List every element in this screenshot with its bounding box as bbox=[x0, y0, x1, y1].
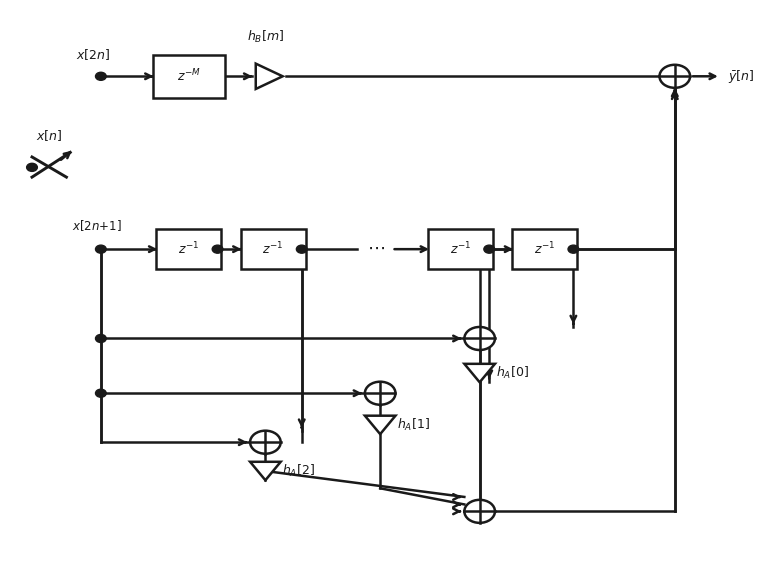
Text: $z^{-M}$: $z^{-M}$ bbox=[177, 68, 200, 85]
Circle shape bbox=[465, 327, 495, 350]
FancyBboxPatch shape bbox=[512, 229, 578, 269]
Text: $\cdots$: $\cdots$ bbox=[367, 239, 386, 257]
Circle shape bbox=[484, 245, 495, 253]
FancyBboxPatch shape bbox=[240, 229, 306, 269]
Circle shape bbox=[296, 245, 307, 253]
Circle shape bbox=[568, 245, 579, 253]
Circle shape bbox=[212, 245, 223, 253]
Text: $z^{-1}$: $z^{-1}$ bbox=[263, 241, 283, 258]
Circle shape bbox=[95, 389, 106, 397]
FancyBboxPatch shape bbox=[157, 229, 221, 269]
Text: $h_A[1]$: $h_A[1]$ bbox=[397, 417, 430, 433]
Text: $\bar{y}[n]$: $\bar{y}[n]$ bbox=[728, 68, 755, 85]
FancyBboxPatch shape bbox=[153, 54, 225, 98]
Circle shape bbox=[465, 500, 495, 523]
Text: $z^{-1}$: $z^{-1}$ bbox=[534, 241, 555, 258]
Circle shape bbox=[250, 431, 280, 454]
Circle shape bbox=[95, 335, 106, 343]
Circle shape bbox=[95, 245, 106, 253]
Polygon shape bbox=[256, 64, 283, 89]
Text: $x[2n]$: $x[2n]$ bbox=[76, 47, 111, 62]
Polygon shape bbox=[365, 416, 396, 434]
Text: $h_A[0]$: $h_A[0]$ bbox=[496, 365, 529, 381]
Text: $h_A[2]$: $h_A[2]$ bbox=[282, 463, 315, 479]
FancyBboxPatch shape bbox=[428, 229, 493, 269]
Circle shape bbox=[27, 163, 38, 171]
Circle shape bbox=[660, 65, 690, 88]
Text: $h_B[m]$: $h_B[m]$ bbox=[247, 28, 284, 45]
Text: $z^{-1}$: $z^{-1}$ bbox=[178, 241, 200, 258]
Circle shape bbox=[95, 72, 106, 80]
Text: $x[2n{+}1]$: $x[2n{+}1]$ bbox=[72, 218, 122, 233]
Circle shape bbox=[365, 382, 396, 405]
Text: $z^{-1}$: $z^{-1}$ bbox=[450, 241, 471, 258]
Polygon shape bbox=[465, 364, 495, 382]
Text: $x[n]$: $x[n]$ bbox=[36, 127, 62, 142]
Polygon shape bbox=[250, 462, 280, 480]
